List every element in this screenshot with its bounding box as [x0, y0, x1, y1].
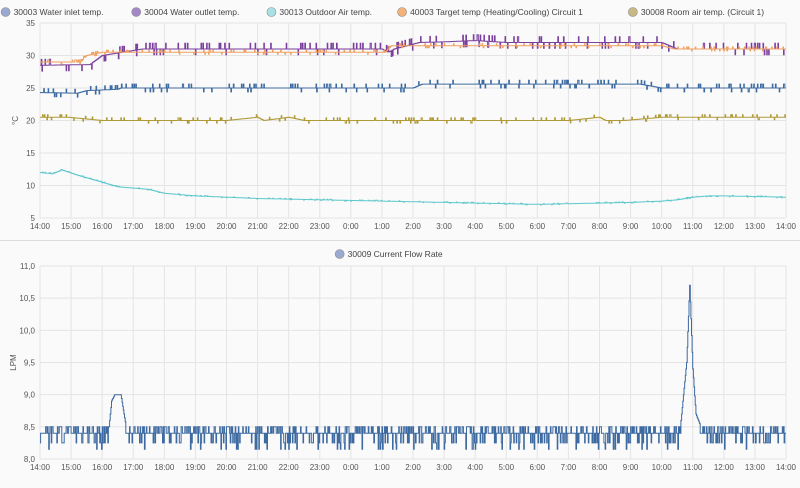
x-tick-label: 7:00 — [561, 463, 577, 472]
series-line — [40, 114, 786, 124]
series-line — [40, 34, 786, 72]
series-line — [40, 43, 786, 65]
x-tick-label: 5:00 — [498, 222, 514, 231]
x-tick-label: 2:00 — [405, 463, 421, 472]
chart-divider — [0, 240, 800, 241]
x-tick-label: 14:00 — [776, 463, 797, 472]
x-tick-label: 16:00 — [92, 463, 113, 472]
legend-item: 40003 Target temp (Heating/Cooling) Circ… — [397, 7, 583, 17]
legend-swatch — [0, 7, 11, 17]
x-tick-label: 13:00 — [745, 463, 766, 472]
series-line — [40, 79, 786, 98]
x-tick-label: 2:00 — [405, 222, 421, 231]
legend-item: 30004 Water outlet temp. — [131, 7, 239, 17]
x-tick-label: 10:00 — [652, 222, 673, 231]
x-tick-label: 23:00 — [310, 463, 331, 472]
x-tick-label: 14:00 — [776, 222, 797, 231]
x-tick-label: 4:00 — [467, 463, 483, 472]
x-tick-label: 19:00 — [185, 222, 206, 231]
x-tick-label: 1:00 — [374, 222, 390, 231]
x-tick-label: 15:00 — [61, 463, 82, 472]
x-tick-label: 17:00 — [123, 222, 144, 231]
x-tick-label: 13:00 — [745, 222, 766, 231]
series-line — [40, 169, 786, 206]
y-tick-label: 8,5 — [24, 423, 36, 432]
x-tick-label: 12:00 — [714, 222, 735, 231]
legend-label: 40003 Target temp (Heating/Cooling) Circ… — [410, 7, 583, 17]
legend-label: 30013 Outdoor Air temp. — [279, 7, 372, 17]
x-tick-label: 6:00 — [530, 463, 546, 472]
x-tick-label: 8:00 — [592, 463, 608, 472]
x-tick-label: 16:00 — [92, 222, 113, 231]
x-tick-label: 19:00 — [185, 463, 206, 472]
flow-rate-chart-panel: 14:00 15:00 16:00 17:00 18:00 19:00 20:00 21:00… — [0, 244, 800, 488]
x-tick-label: 18:00 — [154, 222, 175, 231]
legend-swatch — [131, 7, 142, 17]
x-tick-label: 20:00 — [216, 463, 237, 472]
x-tick-label: 21:00 — [248, 222, 269, 231]
x-tick-label: 3:00 — [436, 222, 452, 231]
y-tick-label: 9,5 — [24, 359, 36, 368]
y-tick-label: 10 — [26, 182, 35, 191]
legend-item: 30008 Room air temp. (Circuit 1) — [628, 7, 764, 17]
legend-label: 30003 Water inlet temp. — [14, 7, 104, 17]
x-tick-label: 18:00 — [154, 463, 175, 472]
legend-label: 30008 Room air temp. (Circuit 1) — [641, 7, 764, 17]
y-tick-label: 35 — [26, 19, 35, 28]
legend-swatch — [266, 7, 277, 17]
x-tick-label: 22:00 — [279, 463, 300, 472]
y-tick-label: 15 — [26, 149, 35, 158]
x-tick-label: 11:00 — [683, 222, 703, 231]
x-tick-label: 10:00 — [652, 463, 673, 472]
legend-item: 30009 Current Flow Rate — [334, 249, 443, 259]
y-tick-label: 11,0 — [20, 262, 36, 271]
x-tick-label: 3:00 — [436, 463, 452, 472]
x-tick-label: 7:00 — [561, 222, 577, 231]
x-tick-label: 4:00 — [467, 222, 483, 231]
x-tick-label: 5:00 — [498, 463, 514, 472]
legend-swatch — [397, 7, 407, 17]
y-tick-label: 8,0 — [24, 455, 36, 464]
x-tick-label: 11:00 — [683, 463, 703, 472]
x-tick-label: 9:00 — [623, 463, 639, 472]
x-tick-label: 8:00 — [592, 222, 608, 231]
x-tick-label: 6:00 — [530, 222, 546, 231]
x-tick-label: 1:00 — [374, 463, 390, 472]
temperature-chart-panel: 14:00 15:00 16:00 17:00 18:00 19:00 20:00 21:00… — [0, 0, 800, 238]
y-axis-label: LPM — [9, 354, 18, 371]
x-tick-label: 9:00 — [623, 222, 639, 231]
x-tick-label: 15:00 — [61, 222, 82, 231]
x-tick-label: 20:00 — [216, 222, 237, 231]
x-tick-label: 21:00 — [248, 463, 269, 472]
x-tick-label: 0:00 — [343, 463, 359, 472]
legend-item: 30003 Water inlet temp. — [0, 7, 104, 17]
x-tick-label: 0:00 — [343, 222, 359, 231]
y-tick-label: 10,0 — [19, 326, 35, 335]
x-tick-label: 17:00 — [123, 463, 144, 472]
x-tick-label: 12:00 — [714, 463, 735, 472]
x-tick-label: 23:00 — [310, 222, 331, 231]
flow-rate-chart: 14:00 15:00 16:00 17:00 18:00 19:00 20:00 21:00… — [9, 249, 797, 472]
x-tick-label: 22:00 — [279, 222, 300, 231]
y-axis-label: °C — [11, 116, 20, 125]
legend-label: 30004 Water outlet temp. — [144, 7, 239, 17]
y-tick-label: 9,0 — [24, 391, 36, 400]
legend-swatch — [628, 7, 638, 17]
temperature-chart: 14:00 15:00 16:00 17:00 18:00 19:00 20:00 21:00… — [0, 7, 797, 231]
y-tick-label: 30 — [26, 52, 35, 61]
x-tick-label: 14:00 — [30, 463, 51, 472]
y-tick-label: 25 — [26, 84, 35, 93]
x-tick-label: 14:00 — [30, 222, 51, 231]
legend-swatch — [334, 249, 345, 259]
legend-label: 30009 Current Flow Rate — [348, 249, 443, 259]
y-tick-label: 20 — [26, 117, 35, 126]
series-line — [40, 284, 786, 450]
y-tick-label: 10,5 — [19, 294, 35, 303]
legend-item: 30013 Outdoor Air temp. — [266, 7, 372, 17]
y-tick-label: 5 — [31, 214, 36, 223]
